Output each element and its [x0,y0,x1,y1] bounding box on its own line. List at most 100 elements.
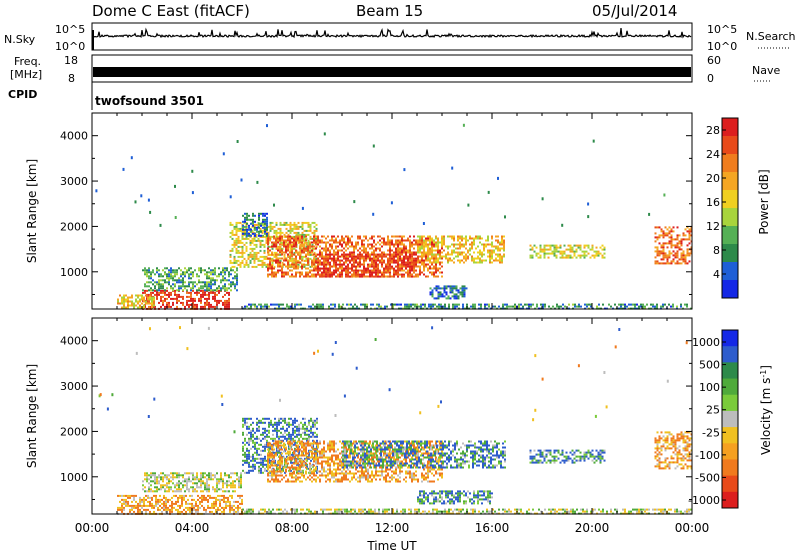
power-cell [602,303,604,306]
power-cell [409,253,411,256]
power-cell [309,249,312,252]
velocity-cell [268,429,270,432]
velocity-cell [256,435,258,438]
power-cell [236,281,238,284]
power-cell [656,303,658,306]
power-cell [198,267,200,270]
power-cell [281,253,283,256]
power-cell [463,243,465,246]
power-cell [349,245,351,248]
power-cell [273,255,276,258]
power-cell [389,269,391,272]
power-cell [417,247,419,250]
power-cell [150,287,152,290]
power-cell [676,250,679,253]
power-cell [146,285,148,288]
velocity-cell [264,455,266,458]
power-cell [262,226,264,229]
power-cell [305,273,307,276]
power-cell [291,257,294,260]
velocity-cell [278,451,280,454]
velocity-cell [171,502,173,505]
power-cell [397,235,399,238]
power-cell [465,239,467,242]
power-cell [339,265,341,268]
power-cell [279,263,281,266]
velocity-cell [154,480,156,483]
power-cell [433,267,435,270]
power-cell [206,287,208,290]
power-cell [131,304,133,307]
power-cell [577,254,580,257]
power-cell [361,263,363,266]
power-cell [224,301,226,304]
power-cell [415,265,417,268]
velocity-cell [188,480,190,483]
power-cell [275,239,277,242]
power-cell [331,265,333,268]
power-cell [421,239,423,242]
power-cell [668,254,671,257]
power-cell [676,244,679,247]
power-cell [267,245,270,248]
power-cell [381,263,383,266]
power-cell [365,253,367,256]
cpid-value: twofsound 3501 [95,94,204,108]
power-cell [568,303,570,306]
power-cell [401,269,403,272]
power-cell [431,267,433,270]
power-cell [325,259,327,262]
velocity-cell [237,494,239,497]
power-cell [445,293,448,296]
power-cell [548,305,550,308]
power-cell [230,267,232,270]
power-cell [389,273,391,276]
power-cell [325,273,327,276]
power-cell [287,273,289,276]
power-cell [469,243,471,246]
power-cell [437,239,439,242]
power-cell [467,255,469,258]
power-cell [323,271,325,274]
power-cell [379,261,381,264]
velocity-cell [164,488,166,491]
power-cell [265,255,268,258]
power-cell [449,289,452,292]
power-cell [261,229,264,232]
velocity-cell [284,471,286,474]
velocity-cell [239,496,241,499]
velocity-cell [218,482,220,485]
velocity-cell [178,472,180,475]
power-cell [212,305,214,308]
velocity-cell [211,504,213,507]
velocity-cell [168,480,170,483]
power-cell [162,299,164,302]
velocity-cell [258,419,260,422]
power-cell [309,245,311,248]
power-cell [459,287,462,290]
power-cell [303,229,306,232]
power-cell [335,275,337,278]
power-cell [401,273,403,276]
power-cell [198,279,200,282]
velocity-cell [256,461,258,464]
power-cell [549,246,552,249]
power-scatter-point [191,191,194,195]
power-cell [339,261,341,264]
power-cell [139,300,141,303]
power-cell [371,245,373,248]
velocity-cell [217,498,219,501]
power-cell [255,235,258,238]
power-cell [206,297,208,300]
power-cell [491,237,493,240]
velocity-cell [143,504,145,507]
power-cell [491,235,493,238]
power-cell [341,263,343,266]
power-cell [387,267,389,270]
power-cell [465,235,467,238]
power-cell [662,258,665,261]
velocity-cell [225,504,227,507]
velocity-cell [217,508,219,511]
power-cell [295,225,298,228]
velocity-cell [225,506,227,509]
